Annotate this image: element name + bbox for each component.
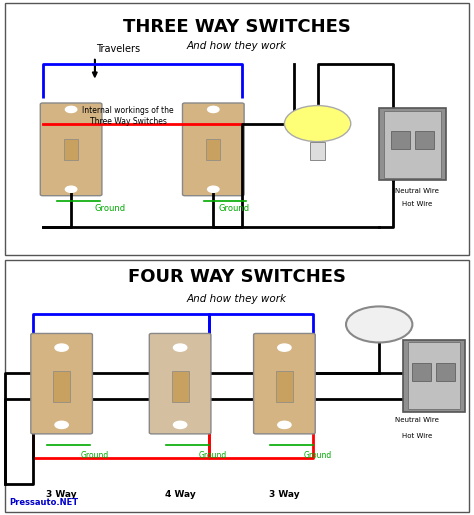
Circle shape — [278, 344, 291, 351]
Text: Travelers: Travelers — [96, 44, 141, 54]
Bar — [391, 131, 410, 149]
Text: Ground: Ground — [199, 451, 228, 460]
Text: Neutral Wire: Neutral Wire — [395, 417, 439, 423]
Circle shape — [65, 107, 77, 113]
Text: Hot Wire: Hot Wire — [402, 433, 432, 439]
Text: And how they work: And how they work — [187, 41, 287, 51]
Text: Ground: Ground — [303, 451, 332, 460]
FancyBboxPatch shape — [31, 334, 92, 434]
Text: THREE WAY SWITCHES: THREE WAY SWITCHES — [123, 18, 351, 36]
Text: Internal workings of the
Three Way Switches: Internal workings of the Three Way Switc… — [82, 106, 174, 126]
Bar — [172, 371, 189, 402]
Bar — [276, 371, 293, 402]
Text: Ground: Ground — [95, 204, 126, 213]
Text: Pressauto.NET: Pressauto.NET — [9, 499, 79, 507]
Text: And how they work: And how they work — [187, 294, 287, 303]
Bar — [310, 142, 325, 160]
Bar — [436, 363, 455, 381]
FancyArrow shape — [92, 59, 97, 77]
Bar — [403, 340, 465, 412]
Bar — [379, 108, 446, 180]
FancyBboxPatch shape — [40, 103, 102, 196]
Text: Ground: Ground — [218, 204, 249, 213]
Text: Ground: Ground — [81, 451, 109, 460]
Bar — [415, 131, 434, 149]
Bar — [206, 139, 220, 160]
Text: Hot Wire: Hot Wire — [402, 201, 432, 207]
Circle shape — [55, 344, 68, 351]
Circle shape — [278, 421, 291, 428]
Circle shape — [284, 106, 351, 142]
Text: Neutral Wire: Neutral Wire — [395, 188, 439, 194]
Bar — [412, 363, 431, 381]
Circle shape — [346, 306, 412, 342]
Text: 4 Way: 4 Way — [165, 490, 195, 499]
Bar — [384, 111, 441, 178]
Circle shape — [208, 107, 219, 113]
Bar — [53, 371, 70, 402]
FancyBboxPatch shape — [149, 334, 211, 434]
Text: 3 Way: 3 Way — [46, 490, 77, 499]
Bar — [408, 342, 460, 409]
Circle shape — [173, 344, 187, 351]
Circle shape — [55, 421, 68, 428]
FancyBboxPatch shape — [182, 103, 244, 196]
Text: 3 Way: 3 Way — [269, 490, 300, 499]
Bar — [64, 139, 78, 160]
Text: FOUR WAY SWITCHES: FOUR WAY SWITCHES — [128, 268, 346, 286]
Circle shape — [173, 421, 187, 428]
Circle shape — [208, 186, 219, 192]
FancyBboxPatch shape — [254, 334, 315, 434]
Circle shape — [65, 186, 77, 192]
